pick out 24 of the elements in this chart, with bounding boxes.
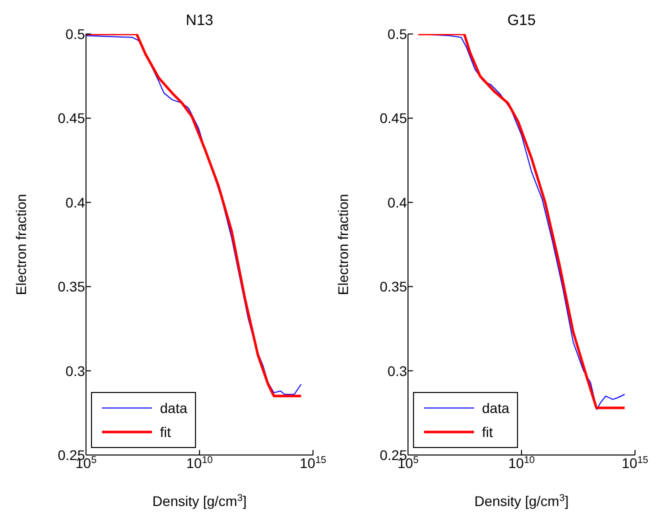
y-tick-label: 0.4 [388,194,408,210]
x-axis-title: Density [g/cm$^{3}$] [152,492,247,509]
legend-label: fit [160,424,171,440]
y-tick-label: 0.5 [388,26,408,42]
y-tick-label: 0.3 [66,362,86,379]
legend-label: data [482,400,510,416]
y-tick-label: 0.3 [388,362,408,379]
chart-title: N13 [184,12,214,29]
x-tick-label: 10$^{10}$ [186,454,214,471]
y-axis-title: Electron fraction [13,194,29,296]
y-tick-label: 0.45 [380,110,408,126]
y-tick-label: 0.35 [58,278,86,295]
y-tick-label: 0.45 [58,110,86,126]
x-axis-title: Density [g/cm$^{3}$] [474,492,569,509]
x-tick-label: 10$^{10}$ [508,454,536,471]
legend-label: fit [482,424,493,440]
x-tick-label: 10$^{15}$ [622,454,649,471]
y-axis-title: Electron fraction [335,194,351,296]
x-tick-label: 10$^{15}$ [300,454,327,471]
chart-title: G15 [506,12,537,29]
y-tick-label: 0.4 [66,194,86,210]
y-tick-label: 0.5 [66,26,86,42]
y-tick-label: 0.35 [380,278,408,295]
legend-label: data [160,400,188,416]
